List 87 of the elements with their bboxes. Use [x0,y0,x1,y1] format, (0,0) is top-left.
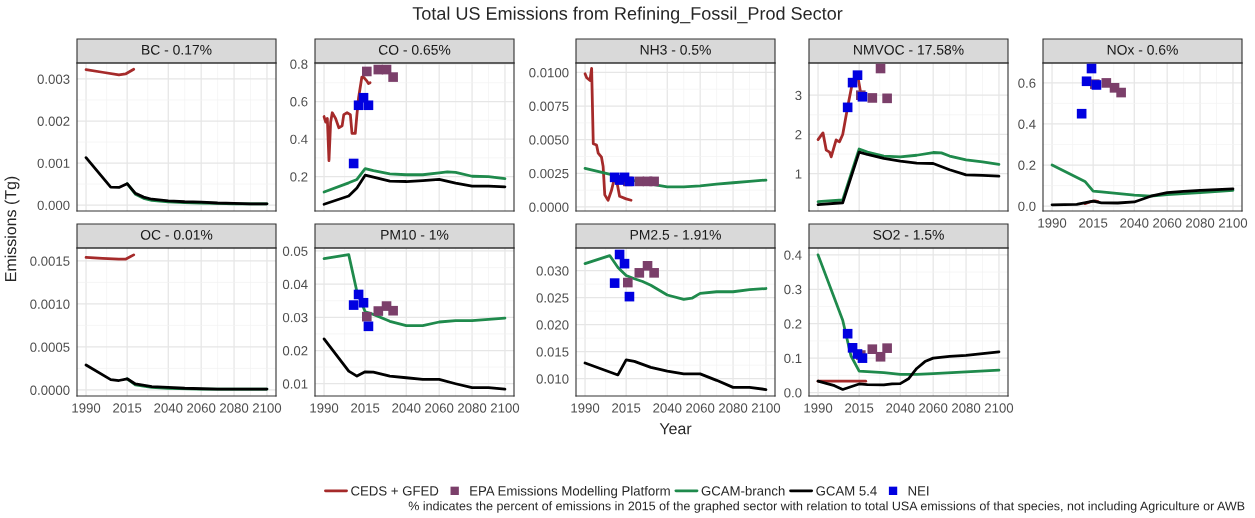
x-tick-label: 1990 [72,403,101,413]
y-tick-label: 0.0005 [30,342,70,352]
x-tick-label: 2100 [252,403,282,413]
y-tick-label: 0.030 [536,266,569,276]
legend-label: CEDS + GFED [351,486,439,496]
y-tick-label: 0.0025 [529,168,569,179]
legend-label: GCAM-branch [701,485,785,496]
y-tick-label: 0.3 [784,284,802,295]
y-tick-label: 3 [795,90,802,101]
y-tick-label: 0.025 [536,293,569,303]
y-tick-label: 2 [795,130,802,140]
x-tick-label: 2015 [845,403,874,413]
x-tick-label: 1990 [1038,218,1067,228]
x-tick-label: 2100 [1218,218,1248,228]
x-axis-title: Year [659,423,692,435]
x-tick-label: 2060 [1153,218,1182,228]
y-tick-label: 0.0 [784,388,802,398]
x-tick-label: 1990 [571,403,600,413]
text: Total US Emissions from Refining_Fossil_Prod Sector [412,6,843,24]
chart-title: NH3 - 0.5% [640,44,711,55]
x-tick-label: 2080 [458,403,487,413]
y-tick-label: 0.2 [1018,160,1036,170]
x-tick-label: 2015 [612,403,641,413]
x-tick-label: 2060 [686,403,715,413]
y-tick-label: 0.0075 [529,101,569,111]
chart-title: PM10 - 1% [381,229,449,240]
y-tick-label: 0.0100 [529,67,569,78]
y-tick-label: 0.000 [37,200,70,211]
y-tick-label: 0.2 [784,319,802,329]
y-tick-label: 1 [795,169,802,179]
y-tick-label: 0.0010 [30,299,70,309]
y-tick-label: 0.001 [37,158,70,168]
chart-title: PM2.5 - 1.91% [630,229,721,240]
y-axis-title: Emissions (Tg) [4,176,20,281]
y-tick-label: 0.6 [1018,78,1036,88]
legend-label: NEI [908,486,929,496]
x-tick-label: 2015 [351,403,380,413]
y-tick-label: 0.0050 [529,135,569,145]
x-tick-label: 2080 [952,403,981,413]
y-tick-label: 0.2 [290,172,308,182]
y-tick-label: 0.4 [1018,119,1036,129]
x-tick-label: 2080 [719,403,748,413]
y-tick-label: 0.0 [1018,201,1036,211]
x-tick-label: 2080 [1186,218,1215,228]
y-tick-label: 0.015 [536,347,569,357]
x-tick-label: 2040 [1120,218,1149,228]
chart-title: CO - 0.65% [378,44,451,55]
y-tick-label: 0.4 [290,134,308,144]
x-tick-label: 2040 [886,403,915,413]
x-tick-label: 2060 [919,403,948,413]
y-tick-label: 0.1 [784,353,802,364]
y-tick-label: 0.03 [282,312,308,323]
y-tick-label: 0.8 [290,59,308,69]
chart-title: BC - 0.17% [142,44,212,55]
x-tick-label: 2100 [984,403,1014,413]
x-tick-label: 2015 [1079,218,1108,228]
y-tick-label: 0.0015 [30,256,70,266]
x-tick-label: 2100 [751,403,781,413]
text: % indicates the percent of emissions in 2015 of the graphed sector with relation to total USA emissions of that species, not including Agriculture or AWB [408,501,1245,513]
y-tick-label: 0.05 [282,246,308,256]
x-tick-label: 2080 [220,403,249,413]
y-tick-label: 0.003 [37,74,70,84]
legend-label: EPA Emissions Modelling Platform [470,485,670,499]
x-tick-label: 2040 [154,403,183,413]
y-tick-label: 0.002 [37,116,70,126]
y-tick-label: 0.04 [282,279,308,290]
y-tick-label: 0.0000 [529,202,569,212]
y-tick-label: 0.4 [784,250,802,260]
x-tick-label: 2060 [425,403,454,413]
chart-title: SO2 - 1.5% [873,229,944,240]
x-tick-label: 1990 [804,403,833,413]
x-tick-label: 2040 [392,403,421,413]
y-tick-label: 0.01 [282,379,308,389]
y-tick-label: 0.6 [290,97,308,107]
y-tick-label: 0.02 [282,346,308,356]
x-tick-label: 1990 [310,403,339,413]
x-tick-label: 2060 [187,403,216,413]
y-tick-label: 0.010 [536,374,569,384]
y-tick-label: 0.0000 [30,385,70,395]
x-tick-label: 2040 [653,403,682,413]
chart-title: NOx - 0.6% [1107,44,1178,55]
y-tick-label: 0.020 [536,320,569,330]
chart-title: OC - 0.01% [140,229,213,240]
chart-title: NMVOC - 17.58% [854,44,964,55]
x-tick-label: 2100 [490,403,520,413]
legend-label: GCAM 5.4 [816,486,877,496]
x-tick-label: 2015 [113,403,142,413]
